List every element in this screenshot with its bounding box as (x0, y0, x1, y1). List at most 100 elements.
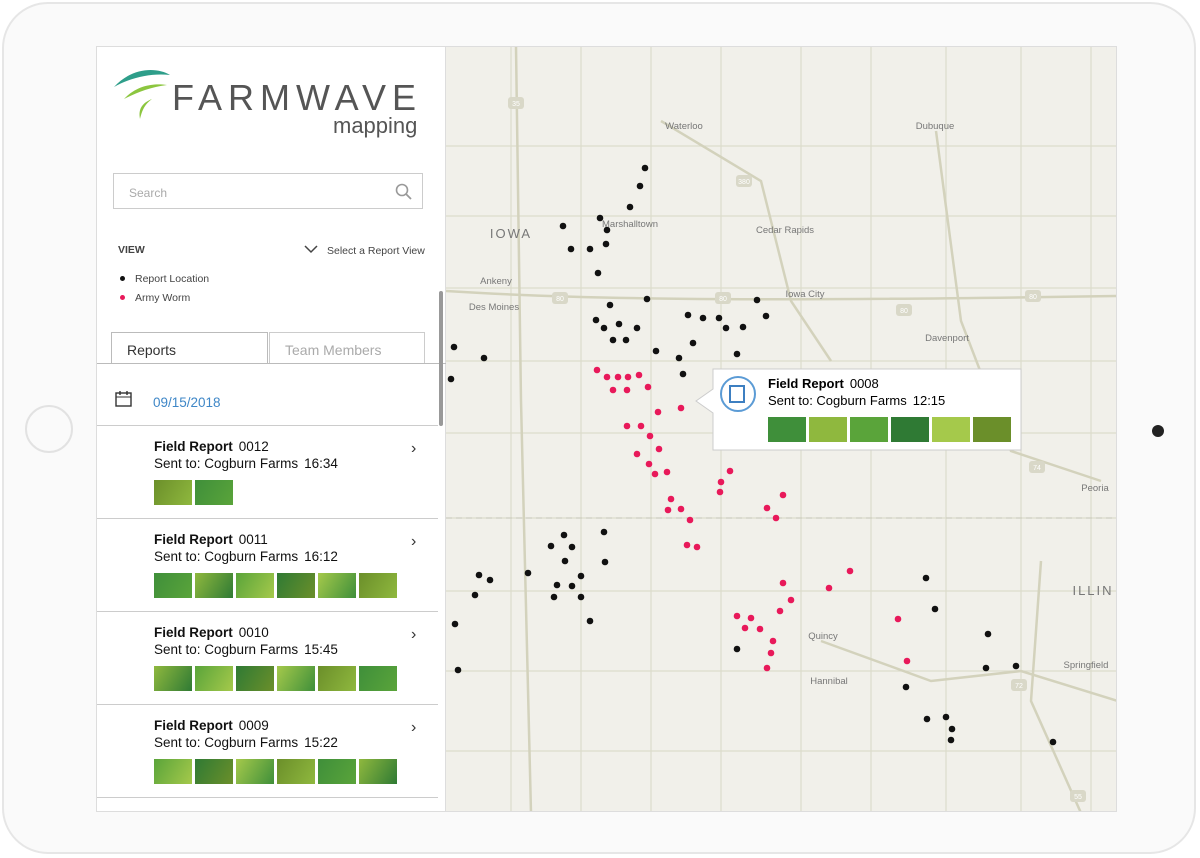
map-dot[interactable] (733, 612, 741, 620)
map-dot[interactable] (776, 607, 784, 615)
map[interactable]: Waterloo Dubuque Marshalltown IOWA Cedar Rap… (446, 47, 1117, 812)
report-item[interactable]: Field Report 0011 Sent to: Cogburn Farms 16… (97, 518, 438, 611)
map-dot[interactable] (922, 574, 930, 582)
map-dot[interactable] (553, 581, 561, 589)
map-dot[interactable] (592, 316, 600, 324)
map-dot[interactable] (622, 336, 630, 344)
map-dot[interactable] (1012, 662, 1020, 670)
map-dot[interactable] (609, 386, 617, 394)
thumbnail[interactable] (359, 759, 397, 784)
map-dot[interactable] (652, 347, 660, 355)
map-dot[interactable] (623, 422, 631, 430)
map-dot[interactable] (763, 664, 771, 672)
home-button[interactable] (25, 405, 73, 453)
map-dot[interactable] (677, 404, 685, 412)
map-dot[interactable] (451, 620, 459, 628)
map-dot[interactable] (825, 584, 833, 592)
map-dot[interactable] (637, 422, 645, 430)
thumbnail[interactable] (195, 480, 233, 505)
thumbnail[interactable] (318, 573, 356, 598)
map-dot[interactable] (643, 295, 651, 303)
map-dot[interactable] (471, 591, 479, 599)
thumbnail[interactable] (891, 417, 929, 442)
chevron-right[interactable]: › (411, 440, 417, 457)
search-box[interactable]: Search (113, 173, 423, 209)
thumbnail[interactable] (277, 573, 315, 598)
chevron-down[interactable] (304, 245, 318, 254)
map-dot[interactable] (486, 576, 494, 584)
map-dot[interactable] (716, 488, 724, 496)
thumbnail[interactable] (195, 666, 233, 691)
map-dot[interactable] (603, 373, 611, 381)
map-dot[interactable] (586, 245, 594, 253)
thumbnail[interactable] (809, 417, 847, 442)
chevron-right[interactable]: › (411, 719, 417, 736)
map-dot[interactable] (568, 543, 576, 551)
map-dot[interactable] (894, 615, 902, 623)
thumbnail[interactable] (236, 666, 274, 691)
map-dot[interactable] (726, 467, 734, 475)
map-dot[interactable] (677, 505, 685, 513)
tab-team[interactable]: Team Members (269, 332, 425, 363)
map-dot[interactable] (559, 222, 567, 230)
map-dot[interactable] (633, 450, 641, 458)
map-dot[interactable] (846, 567, 854, 575)
map-dot[interactable] (623, 386, 631, 394)
thumbnail[interactable] (277, 759, 315, 784)
map-dot[interactable] (645, 460, 653, 468)
map-dot[interactable] (903, 657, 911, 665)
map-dot[interactable] (606, 301, 614, 309)
map-dot[interactable] (756, 625, 764, 633)
thumbnail[interactable] (359, 666, 397, 691)
map-dot[interactable] (942, 713, 950, 721)
map-dot[interactable] (689, 339, 697, 347)
map-dot[interactable] (635, 371, 643, 379)
map-dot[interactable] (947, 736, 955, 744)
map-dot[interactable] (984, 630, 992, 638)
thumbnail[interactable] (850, 417, 888, 442)
map-dot[interactable] (480, 354, 488, 362)
map-dot[interactable] (636, 182, 644, 190)
thumbnail[interactable] (195, 573, 233, 598)
map-dot[interactable] (602, 240, 610, 248)
map-dot[interactable] (596, 214, 604, 222)
map-dot[interactable] (763, 504, 771, 512)
map-dot[interactable] (560, 531, 568, 539)
map-dot[interactable] (679, 370, 687, 378)
thumbnail[interactable] (973, 417, 1011, 442)
map-dot[interactable] (641, 164, 649, 172)
map-dot[interactable] (614, 373, 622, 381)
map-dot[interactable] (615, 320, 623, 328)
map-dot[interactable] (762, 312, 770, 320)
map-dot[interactable] (593, 366, 601, 374)
map-dot[interactable] (733, 645, 741, 653)
map-dot[interactable] (654, 408, 662, 416)
map-dot[interactable] (644, 383, 652, 391)
map-dot[interactable] (524, 569, 532, 577)
map-dot[interactable] (600, 528, 608, 536)
map-dot[interactable] (982, 664, 990, 672)
thumbnail[interactable] (277, 666, 315, 691)
map-dot[interactable] (450, 343, 458, 351)
tab-reports[interactable]: Reports (111, 332, 268, 363)
map-dot[interactable] (684, 311, 692, 319)
map-dot[interactable] (675, 354, 683, 362)
thumbnail[interactable] (154, 573, 192, 598)
map-dot[interactable] (739, 323, 747, 331)
thumbnail[interactable] (154, 666, 192, 691)
report-item[interactable]: Field Report 0012 Sent to: Cogburn Farms 16… (97, 425, 438, 518)
thumbnail[interactable] (359, 573, 397, 598)
popup[interactable]: Field Report 0008 Sent to: Cogburn Farms 1… (695, 368, 1022, 451)
map-dot[interactable] (655, 445, 663, 453)
map-dot[interactable] (547, 542, 555, 550)
map-dot[interactable] (447, 375, 455, 383)
thumbnail[interactable] (236, 573, 274, 598)
map-dot[interactable] (787, 596, 795, 604)
thumbnail[interactable] (236, 759, 274, 784)
map-dot[interactable] (693, 543, 701, 551)
thumbnail[interactable] (154, 759, 192, 784)
map-dot[interactable] (931, 605, 939, 613)
date[interactable]: 09/15/2018 (153, 395, 221, 410)
map-dot[interactable] (577, 593, 585, 601)
map-dot[interactable] (663, 468, 671, 476)
